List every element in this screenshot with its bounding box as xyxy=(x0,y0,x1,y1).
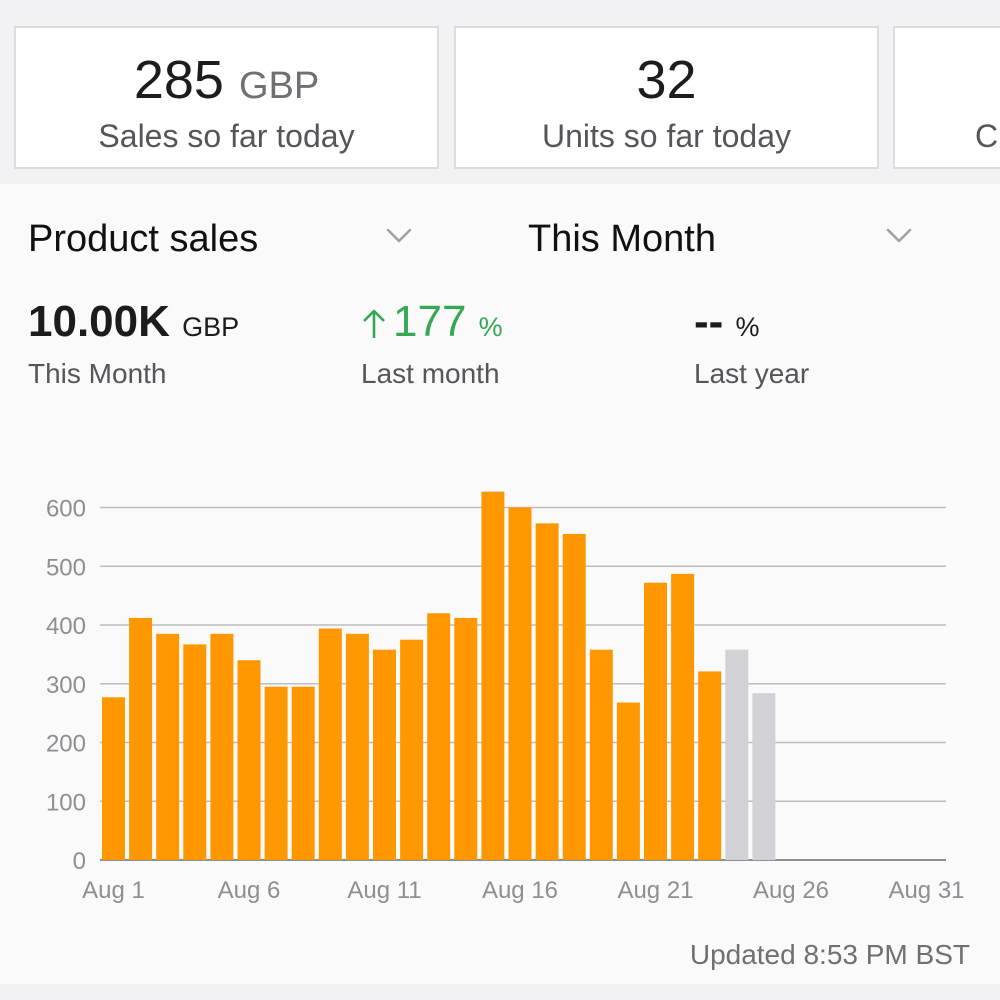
units-today-card[interactable]: 32 Units so far today xyxy=(454,26,879,169)
y-tick-label: 500 xyxy=(46,554,86,581)
y-tick-label: 200 xyxy=(46,731,86,758)
bar-aug-23[interactable] xyxy=(698,671,722,860)
last-month-value: 177 % xyxy=(361,296,503,353)
bar-aug-2[interactable] xyxy=(129,617,153,860)
bar-aug-11[interactable] xyxy=(373,649,396,860)
bar-aug-12[interactable] xyxy=(400,639,424,860)
period-selector-label: This Month xyxy=(528,218,716,260)
bar-aug-22[interactable] xyxy=(671,573,695,860)
this-month-amount: 10.00K xyxy=(28,297,170,346)
partial-card[interactable]: C xyxy=(893,26,1000,169)
sales-today-value: 285 GBP xyxy=(16,50,437,116)
last-month-percent: 177 xyxy=(393,297,467,346)
sales-today-card[interactable]: 285 GBP Sales so far today xyxy=(14,26,439,169)
last-month-unit: % xyxy=(478,312,503,342)
x-tick-label: Aug 6 xyxy=(218,877,281,904)
last-year-metric: -- % Last year xyxy=(694,296,809,391)
bar-aug-3[interactable] xyxy=(156,633,180,860)
sales-today-currency: GBP xyxy=(238,65,320,107)
chart-axis-labels: 0 100 200 300 400 500 600 Aug 1 Aug 6 Aug 11 Aug 1… xyxy=(46,496,965,905)
last-year-percent: -- xyxy=(694,297,724,346)
chart-bars xyxy=(102,491,776,861)
units-today-value: 32 xyxy=(636,50,697,110)
bar-aug-18[interactable] xyxy=(562,533,586,860)
partial-card-label: C xyxy=(975,118,999,154)
x-tick-label: Aug 16 xyxy=(482,877,558,904)
bar-aug-19[interactable] xyxy=(589,649,613,860)
units-today-label: Units so far today xyxy=(542,118,791,154)
bar-aug-8[interactable] xyxy=(291,686,315,860)
metric-selector-dropdown[interactable]: Product sales xyxy=(28,214,418,264)
bar-aug-17[interactable] xyxy=(535,523,559,860)
bar-aug-21[interactable] xyxy=(644,582,667,860)
x-tick-label: Aug 11 xyxy=(347,877,421,904)
bar-aug-5[interactable] xyxy=(210,633,234,860)
chevron-down-icon xyxy=(886,228,912,243)
updated-timestamp: Updated 8:53 PM BST xyxy=(689,939,970,970)
bar-aug-9[interactable] xyxy=(318,628,342,860)
last-month-metric: 177 % Last month xyxy=(361,296,503,391)
x-tick-label: Aug 1 xyxy=(82,877,145,904)
chevron-down-icon xyxy=(386,228,412,243)
bar-aug-10[interactable] xyxy=(345,633,369,860)
x-tick-label: Aug 31 xyxy=(888,877,964,904)
last-year-value: -- % xyxy=(694,296,809,353)
bar-aug-6[interactable] xyxy=(237,660,261,860)
this-month-value: 10.00K GBP xyxy=(28,296,239,353)
bar-aug-14[interactable] xyxy=(454,617,478,860)
bar-aug-4[interactable] xyxy=(183,644,207,860)
arrow-up-icon xyxy=(363,309,385,338)
last-month-label: Last month xyxy=(361,358,500,389)
x-tick-label: Aug 21 xyxy=(617,877,693,904)
bar-aug-20[interactable] xyxy=(616,702,640,860)
y-tick-label: 0 xyxy=(73,848,86,875)
sales-today-label: Sales so far today xyxy=(98,118,355,154)
this-month-metric: 10.00K GBP This Month xyxy=(28,296,239,391)
y-tick-label: 100 xyxy=(46,789,86,816)
last-year-label: Last year xyxy=(694,358,810,389)
x-tick-label: Aug 26 xyxy=(753,877,829,904)
bar-aug-15[interactable] xyxy=(481,491,505,860)
last-year-unit: % xyxy=(735,312,760,342)
metric-selector-label: Product sales xyxy=(28,218,259,260)
bar-aug-25[interactable] xyxy=(752,693,776,860)
bar-aug-16[interactable] xyxy=(508,507,532,861)
bar-aug-24[interactable] xyxy=(725,649,749,860)
bar-aug-1[interactable] xyxy=(102,697,125,860)
y-tick-label: 300 xyxy=(46,672,86,699)
sales-bar-chart: 0 100 200 300 400 500 600 Aug 1 Aug 6 Aug 11 Aug 1… xyxy=(46,491,965,905)
sales-chart-panel: Product sales This Month 10.00K GBP This… xyxy=(0,184,1000,984)
bar-aug-7[interactable] xyxy=(264,686,288,860)
period-selector-dropdown[interactable]: This Month xyxy=(528,214,918,264)
y-tick-label: 400 xyxy=(46,613,86,640)
y-tick-label: 600 xyxy=(46,496,86,523)
this-month-label: This Month xyxy=(28,358,167,389)
bar-aug-13[interactable] xyxy=(427,613,451,860)
sales-today-amount: 285 xyxy=(133,50,224,110)
this-month-currency: GBP xyxy=(182,312,240,342)
